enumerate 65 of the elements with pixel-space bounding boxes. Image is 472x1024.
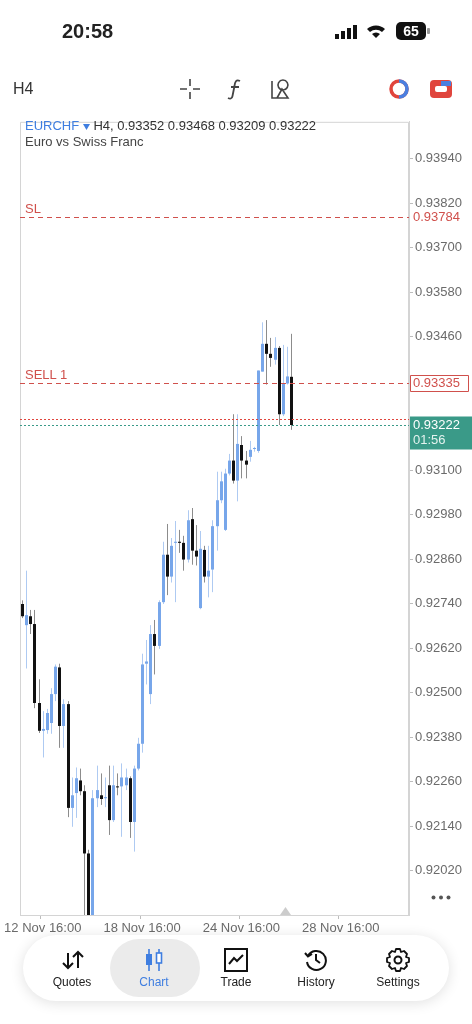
x-tick-label: 24 Nov 16:00 — [202, 920, 281, 936]
y-tick-label: 0.92020 — [415, 862, 462, 878]
text: 65 — [399, 23, 423, 39]
text: 20:58 — [62, 20, 114, 43]
ref-line-label: 01:56 — [413, 432, 446, 448]
candlestick — [245, 450, 248, 479]
y-tick-label: 0.93100 — [415, 461, 462, 477]
candlestick — [207, 545, 210, 598]
candlestick — [153, 619, 156, 675]
y-tick-label: 0.92500 — [415, 684, 462, 700]
candlestick — [274, 336, 277, 366]
text: 0.93784 — [413, 209, 460, 225]
candlestick — [79, 768, 82, 796]
candlestick — [182, 535, 185, 572]
candlestick — [240, 435, 243, 479]
x-tick-label: 28 Nov 16:00 — [302, 920, 380, 936]
y-tick-label: 0.93460 — [415, 328, 462, 344]
text: Quotes — [51, 975, 93, 989]
annotation: H4, 0.93352 0.93468 0.93209 0.93222 — [93, 118, 317, 133]
text: Chart — [138, 975, 170, 989]
y-tick-label: 0.93820 — [415, 194, 462, 210]
candlestick — [178, 529, 181, 554]
candlestick — [249, 440, 252, 463]
x-tick-label: 12 Nov 16:00 — [4, 920, 82, 936]
candlestick — [42, 710, 45, 758]
candlestick — [286, 346, 289, 386]
candlestick — [228, 453, 231, 476]
candlestick — [29, 609, 32, 635]
candlestick — [195, 524, 198, 566]
y-tick-label: 0.92260 — [415, 773, 462, 789]
x-tick-label: 18 Nov 16:00 — [103, 920, 181, 936]
candlestick — [100, 772, 103, 806]
y-tick-label: 0.93580 — [415, 283, 462, 299]
candlestick — [75, 766, 78, 819]
y-tick-label: 0.92620 — [415, 639, 462, 655]
ref-line-label: SL — [25, 201, 41, 217]
text: 0.93335 — [413, 375, 460, 391]
candlestick — [71, 776, 74, 828]
candlestick — [62, 698, 65, 749]
chart-title: EURCHF — [25, 118, 80, 133]
text: Euro vs Swiss Franc — [25, 134, 144, 149]
y-tick-label: 0.92380 — [415, 728, 462, 744]
candlestick — [269, 337, 272, 368]
candlestick — [104, 776, 107, 808]
candlestick — [120, 762, 123, 838]
candlestick — [232, 413, 235, 485]
text: Trade — [219, 975, 253, 989]
candlestick — [174, 520, 177, 603]
candlestick — [96, 765, 99, 808]
candlestick — [166, 523, 169, 596]
y-tick-label: 0.92980 — [415, 506, 462, 522]
y-tick-label: 0.93940 — [415, 150, 462, 166]
text: Settings — [375, 975, 421, 989]
text: History — [296, 975, 336, 989]
ref-line-label: SELL 1 — [25, 367, 68, 383]
candlestick — [125, 768, 128, 791]
candlestick — [265, 319, 268, 386]
y-tick-label: 0.93700 — [415, 239, 462, 255]
candlestick — [116, 772, 119, 796]
y-tick-label: 0.92860 — [415, 550, 462, 566]
text: H4 — [13, 80, 34, 98]
y-tick-label: 0.92140 — [415, 817, 462, 833]
candlestick — [25, 570, 28, 670]
y-tick-label: 0.92740 — [415, 595, 462, 611]
text: 0.93222 — [413, 417, 460, 433]
